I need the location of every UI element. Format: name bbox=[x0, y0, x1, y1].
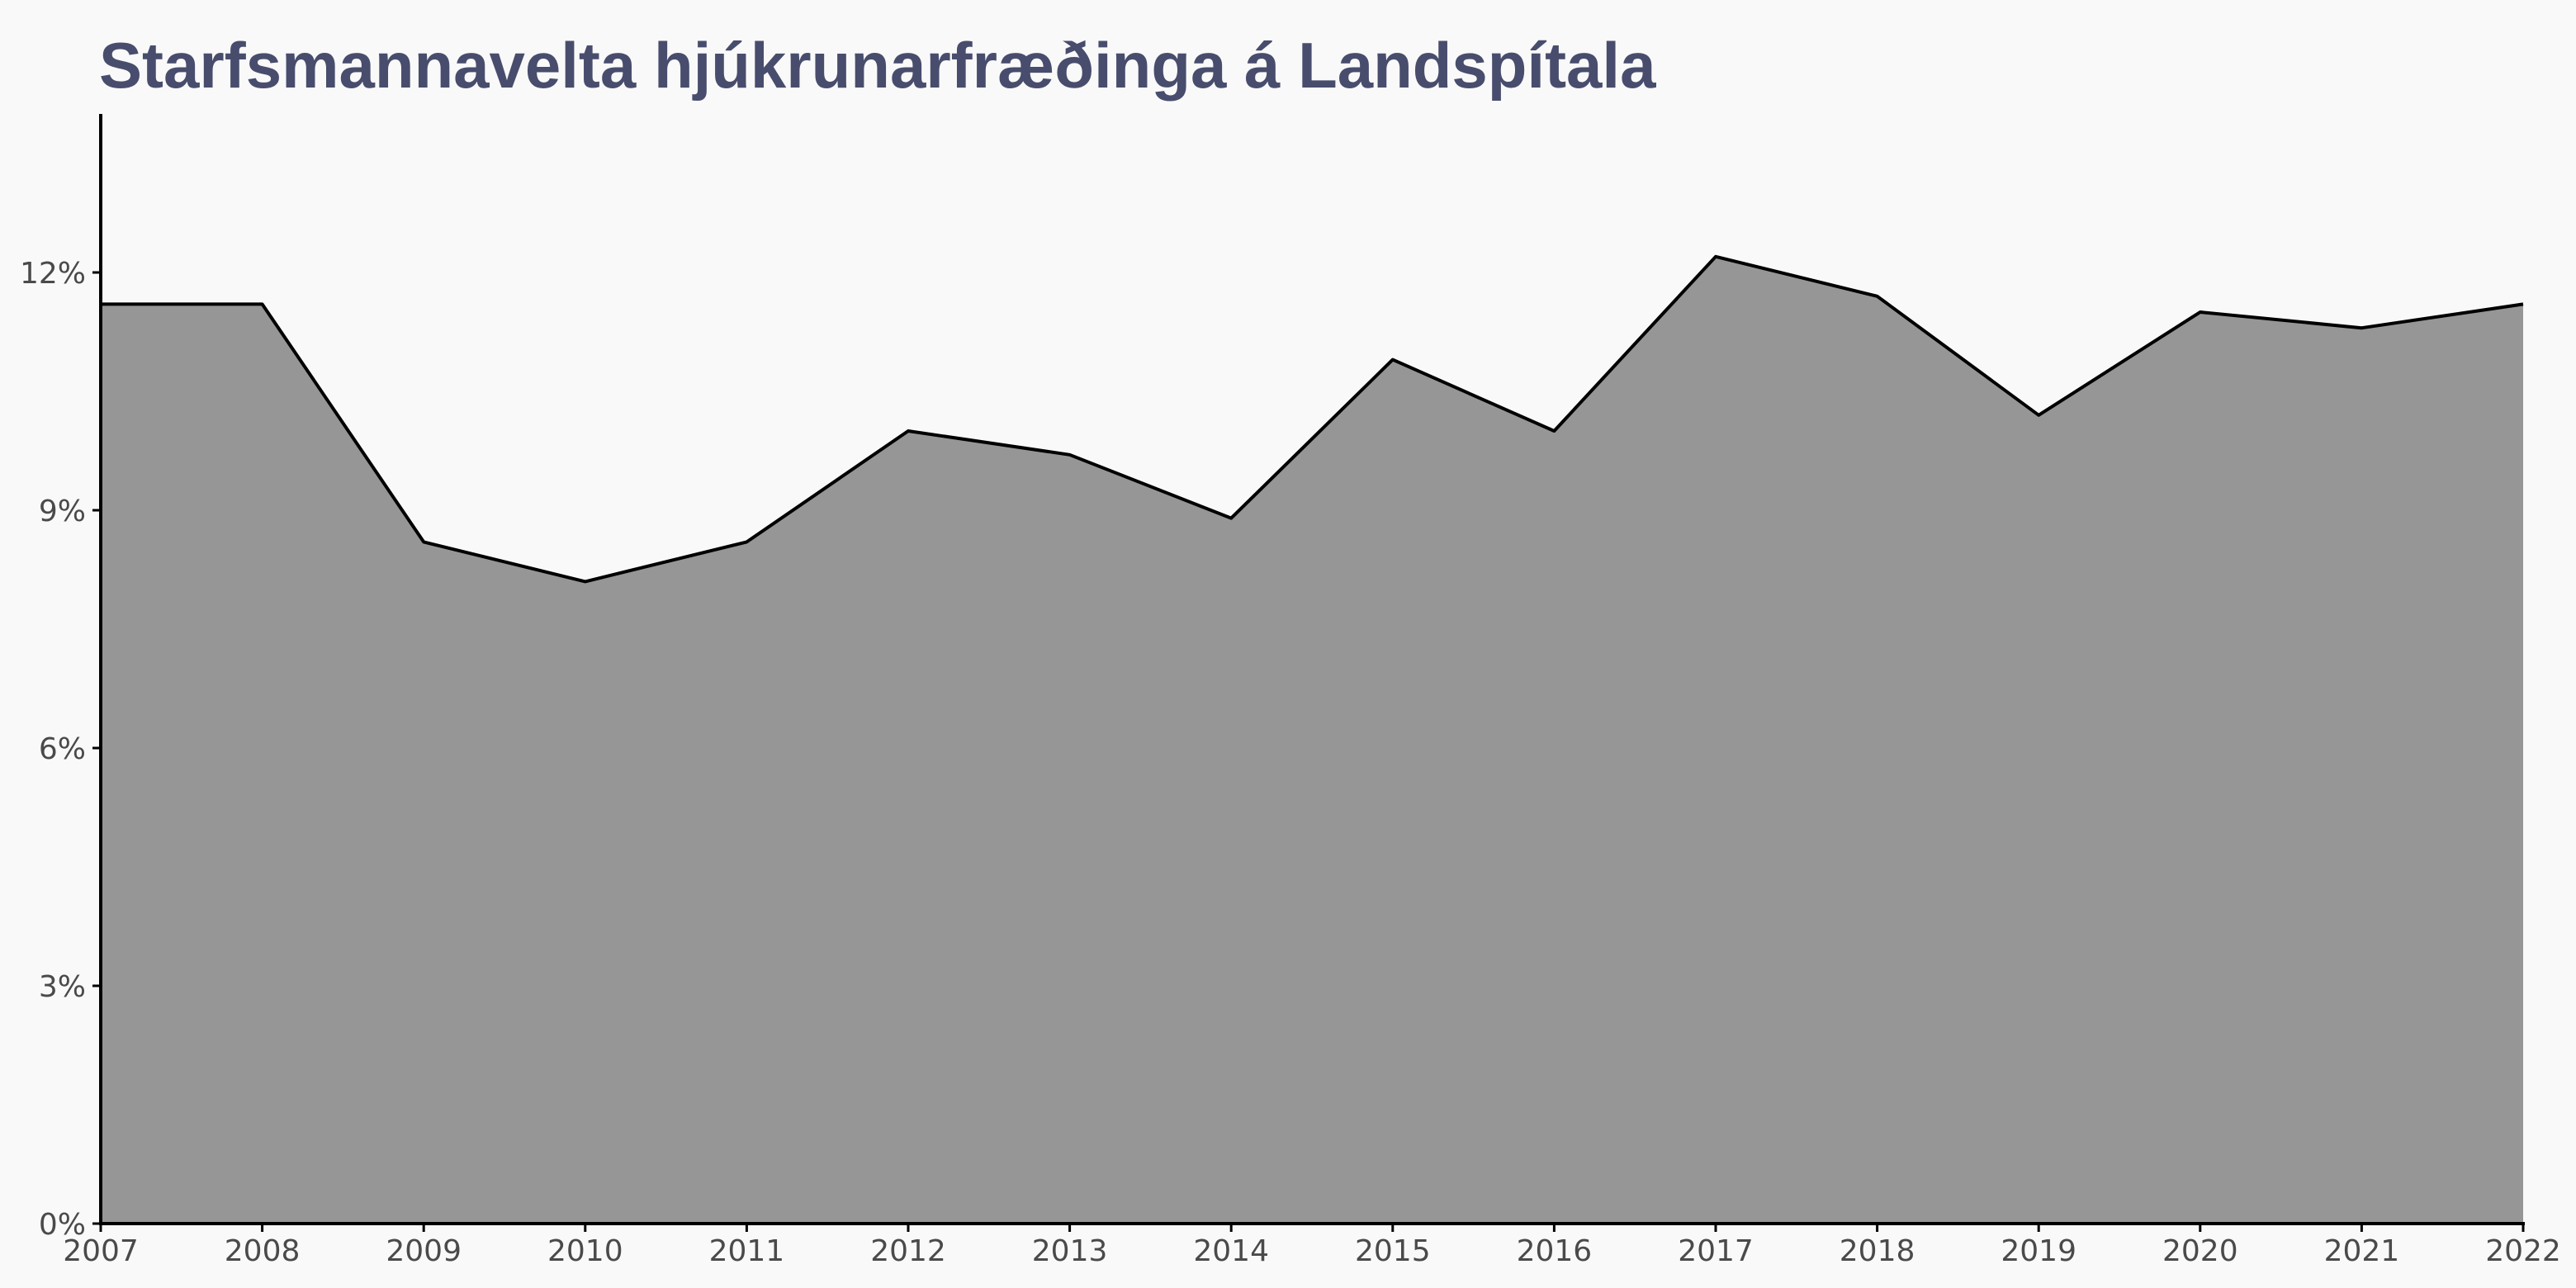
x-tick-label: 2011 bbox=[709, 1234, 785, 1268]
axes-layer bbox=[99, 114, 2525, 1225]
x-tick-label: 2014 bbox=[1193, 1234, 1269, 1268]
area-fill-0 bbox=[101, 256, 2523, 1224]
x-tick-label: 2010 bbox=[547, 1234, 623, 1268]
series-line-0 bbox=[101, 254, 2524, 584]
y-tick-label: 6% bbox=[39, 732, 86, 766]
area-layer bbox=[100, 254, 2524, 1224]
chart-title: Starfsmannavelta hjúkrunarfræðinga á Lan… bbox=[99, 29, 1656, 102]
x-tick-label: 2009 bbox=[386, 1234, 462, 1268]
x-tick-label: 2018 bbox=[1840, 1234, 1915, 1268]
x-tick-label: 2012 bbox=[870, 1234, 946, 1268]
x-tick-label: 2015 bbox=[1355, 1234, 1431, 1268]
x-tick-label: 2013 bbox=[1032, 1234, 1108, 1268]
x-tick-label: 2008 bbox=[225, 1234, 301, 1268]
x-tick-label: 2022 bbox=[2485, 1234, 2561, 1268]
y-tick-label: 12% bbox=[20, 257, 86, 291]
x-tick-label: 2021 bbox=[2324, 1234, 2400, 1268]
x-tick-label: 2019 bbox=[2001, 1234, 2076, 1268]
x-tick-label: 2016 bbox=[1517, 1234, 1593, 1268]
y-tick-label: 9% bbox=[39, 495, 86, 528]
y-tick-label: 0% bbox=[39, 1208, 86, 1242]
x-tick-label: 2017 bbox=[1678, 1234, 1754, 1268]
y-tick-label: 3% bbox=[39, 970, 86, 1004]
x-tick-label: 2007 bbox=[63, 1234, 139, 1268]
x-tick-label: 2020 bbox=[2162, 1234, 2238, 1268]
tick-layer: 0% 3% 6% 9% 12% 2007 2008 2009 2010 2011 2012 2013 2… bbox=[20, 257, 2561, 1268]
